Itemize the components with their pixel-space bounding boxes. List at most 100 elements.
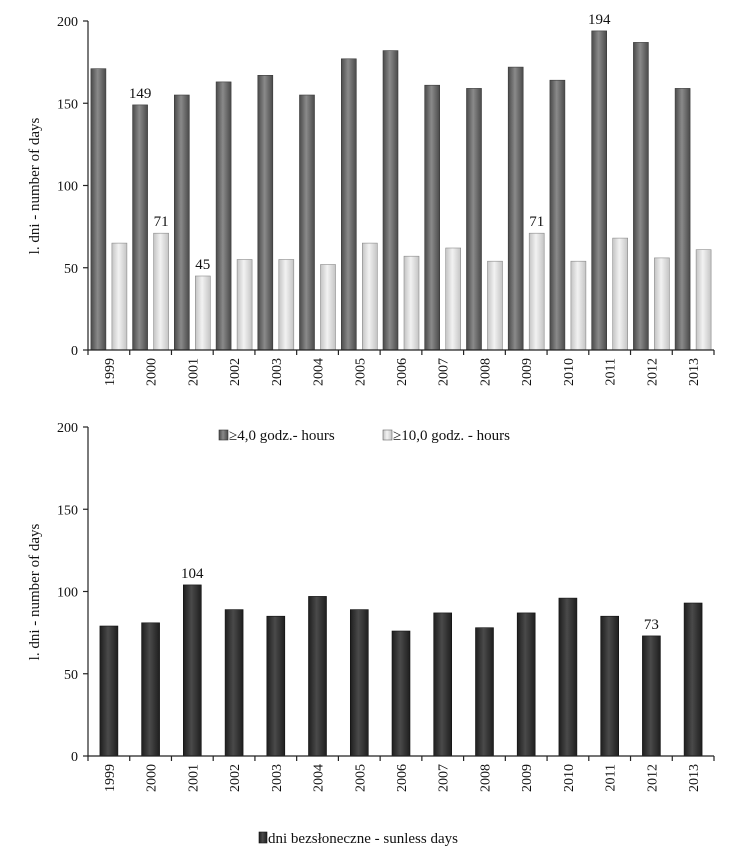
data-label: 149 xyxy=(129,86,152,102)
x-tick-label-2003: 2003 xyxy=(270,764,285,792)
y-tick-label: 200 xyxy=(57,421,78,436)
bar-top-s1-2013 xyxy=(695,249,712,351)
data-label: 71 xyxy=(154,214,169,230)
bar-top-s1-2006 xyxy=(403,255,420,351)
chart-bottom-y-ticks: 0 50 100 150 200 xyxy=(57,421,88,765)
bar-top-s1-2010 xyxy=(570,260,587,351)
bar-bottom-s0-2012 xyxy=(642,635,661,757)
y-tick-label: 100 xyxy=(57,180,78,195)
x-tick-label-2003: 2003 xyxy=(270,358,285,386)
y-tick-label: 200 xyxy=(57,15,78,30)
bar-bottom-s0-2007 xyxy=(433,612,453,757)
bar-bottom-s0-2002 xyxy=(224,609,244,757)
y-tick-label: 150 xyxy=(57,503,78,518)
x-tick-label-2001: 2001 xyxy=(186,358,201,386)
bar-bottom-s0-2004 xyxy=(308,596,327,757)
bar-bottom-s0-2008 xyxy=(475,627,494,757)
chart-top-data-labels: 149 194 71 45 71 xyxy=(129,12,611,273)
x-tick-label-2000: 2000 xyxy=(145,358,160,386)
x-tick-label-1999: 1999 xyxy=(103,358,118,386)
bar-bottom-s0-2010 xyxy=(558,597,578,757)
x-tick-label-2008: 2008 xyxy=(479,764,494,792)
bar-top-s0-2012 xyxy=(633,42,649,351)
x-tick-label-2008: 2008 xyxy=(479,358,494,386)
data-label: 194 xyxy=(588,12,611,28)
y-tick-label: 0 xyxy=(71,750,78,765)
bar-bottom-s0-2006 xyxy=(391,630,411,757)
x-tick-label-2009: 2009 xyxy=(520,358,535,386)
x-tick-label-2013: 2013 xyxy=(687,358,702,386)
data-label: 73 xyxy=(644,617,659,633)
bar-top-s1-1999 xyxy=(111,242,128,351)
y-tick-label: 100 xyxy=(57,586,78,601)
x-tick-label-2007: 2007 xyxy=(437,358,452,386)
legend-swatch-sunless xyxy=(258,831,268,844)
chart-top-y-ticks: 0 50 100 150 200 xyxy=(57,15,88,359)
bar-top-s1-2011 xyxy=(612,237,629,351)
bar-top-s1-2007 xyxy=(445,247,462,351)
chart-top-x-ticks: 1999 2000 2001 2002 2003 2004 2005 2006 2007 2008… xyxy=(87,350,715,386)
bar-top-s0-2008 xyxy=(466,88,482,351)
legend-swatch-4h xyxy=(218,429,229,441)
chart-bottom-y-axis-label: l. dni - number of days xyxy=(27,524,43,661)
bar-top-s1-2000 xyxy=(153,232,169,351)
x-tick-label-2010: 2010 xyxy=(562,358,577,386)
bar-top-s0-2011 xyxy=(591,30,608,351)
chart-bottom-bars xyxy=(99,584,703,757)
bar-top-s0-2002 xyxy=(215,81,232,351)
bar-top-s1-2002 xyxy=(236,259,253,351)
x-tick-label-2013: 2013 xyxy=(687,764,702,792)
x-tick-label-2004: 2004 xyxy=(312,764,327,792)
legend-label-4h: ≥4,0 godz.- hours xyxy=(229,428,335,444)
x-tick-label-2005: 2005 xyxy=(353,764,368,792)
bar-bottom-s0-2009 xyxy=(516,612,536,757)
bar-top-s0-2007 xyxy=(424,84,441,351)
x-tick-label-2006: 2006 xyxy=(395,358,410,386)
x-tick-label-2009: 2009 xyxy=(520,764,535,792)
bar-bottom-s0-2003 xyxy=(266,615,286,757)
bar-top-s0-2013 xyxy=(674,88,691,351)
bar-bottom-s0-2005 xyxy=(349,609,369,757)
chart-top: 0 50 100 150 200 1999 2000 2001 2002 2003 2004 200… xyxy=(27,12,715,444)
x-tick-label-2012: 2012 xyxy=(645,358,660,386)
y-tick-label: 50 xyxy=(64,668,78,683)
bar-top-s1-2005 xyxy=(361,242,378,351)
bar-top-s0-2005 xyxy=(340,58,357,351)
bar-top-s1-2001 xyxy=(195,275,211,351)
chart-top-legend: ≥4,0 godz.- hours ≥10,0 godz. - hours xyxy=(218,428,510,444)
bar-bottom-s0-2001 xyxy=(183,584,202,757)
chart-top-y-axis-label: l. dni - number of days xyxy=(27,118,43,255)
bar-top-s0-2006 xyxy=(382,50,399,351)
x-tick-label-2004: 2004 xyxy=(312,358,327,386)
legend-label-sunless: dni bezsłoneczne - sunless days xyxy=(268,831,458,847)
bar-top-s1-2009 xyxy=(528,232,545,351)
bar-top-s0-2009 xyxy=(507,66,524,351)
data-label: 71 xyxy=(529,214,544,230)
bar-top-s0-1999 xyxy=(90,68,107,351)
bar-top-s1-2004 xyxy=(320,264,336,351)
x-tick-label-1999: 1999 xyxy=(103,764,118,792)
y-tick-label: 150 xyxy=(57,97,78,112)
x-tick-label-2011: 2011 xyxy=(604,764,619,791)
chart-bottom-x-ticks: 1999 2000 2001 2002 2003 2004 2005 2006 2007 2008… xyxy=(87,756,715,792)
y-tick-label: 50 xyxy=(64,262,78,277)
bar-bottom-s0-2000 xyxy=(141,622,160,757)
x-tick-label-2010: 2010 xyxy=(562,764,577,792)
bar-top-s0-2010 xyxy=(549,79,566,351)
x-tick-label-2007: 2007 xyxy=(437,764,452,792)
x-tick-label-2012: 2012 xyxy=(645,764,660,792)
x-tick-label-2002: 2002 xyxy=(228,358,243,386)
chart-bottom-data-labels: 104 73 xyxy=(181,566,659,633)
bar-top-s0-2000 xyxy=(132,104,148,351)
chart-bottom-legend: dni bezsłoneczne - sunless days xyxy=(258,831,458,847)
bar-bottom-s0-2013 xyxy=(683,602,703,757)
x-tick-label-2006: 2006 xyxy=(395,764,410,792)
y-tick-label: 0 xyxy=(71,344,78,359)
bar-bottom-s0-2011 xyxy=(600,615,620,757)
bar-bottom-s0-1999 xyxy=(99,625,119,757)
data-label: 104 xyxy=(181,566,204,582)
bar-top-s1-2008 xyxy=(487,260,503,351)
x-tick-label-2000: 2000 xyxy=(145,764,160,792)
x-tick-label-2005: 2005 xyxy=(353,358,368,386)
